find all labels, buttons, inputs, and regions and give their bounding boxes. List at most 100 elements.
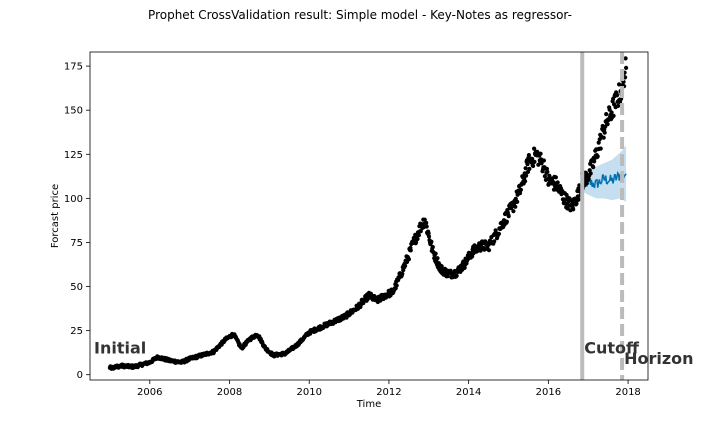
data-point xyxy=(541,158,547,163)
data-point xyxy=(439,264,444,269)
data-point xyxy=(433,251,438,256)
data-point xyxy=(509,206,514,211)
data-point xyxy=(532,159,537,164)
chart-title: Prophet CrossValidation result: Simple m… xyxy=(148,8,572,22)
y-tick-label: 175 xyxy=(64,62,83,73)
data-point xyxy=(538,151,543,156)
data-point xyxy=(595,154,600,159)
data-point xyxy=(555,180,560,185)
y-tick-label: 75 xyxy=(70,238,83,249)
data-point xyxy=(553,175,559,180)
data-point xyxy=(430,244,435,250)
data-point xyxy=(617,82,622,87)
data-point xyxy=(584,181,589,186)
data-point xyxy=(492,239,497,244)
data-point xyxy=(526,153,532,158)
data-point xyxy=(504,219,509,224)
actual-points xyxy=(107,56,629,371)
data-point xyxy=(415,236,420,242)
data-point xyxy=(542,174,548,179)
annotation-initial: Initial xyxy=(94,339,146,358)
data-point xyxy=(416,233,421,238)
data-point xyxy=(616,103,621,108)
plot-area xyxy=(107,52,629,380)
data-point xyxy=(486,248,492,253)
y-tick-label: 25 xyxy=(70,326,83,337)
data-point xyxy=(532,146,537,151)
y-axis-label: Forcast price xyxy=(50,184,61,248)
data-point xyxy=(408,248,413,253)
data-point xyxy=(424,220,429,225)
data-point xyxy=(511,209,516,214)
data-point xyxy=(598,146,603,151)
data-point xyxy=(576,197,581,202)
x-tick-label: 2018 xyxy=(615,387,640,398)
data-point xyxy=(426,231,431,236)
data-point xyxy=(394,283,399,288)
data-point xyxy=(525,162,530,167)
data-point xyxy=(422,217,427,222)
data-point xyxy=(601,135,606,140)
data-point xyxy=(530,156,535,161)
data-point xyxy=(429,239,434,244)
data-point xyxy=(587,168,592,173)
y-tick-label: 100 xyxy=(64,194,83,205)
data-point xyxy=(624,65,629,70)
x-tick-label: 2010 xyxy=(296,387,321,398)
data-point xyxy=(623,56,628,61)
x-tick-label: 2006 xyxy=(137,387,162,398)
data-point xyxy=(539,161,544,166)
forecast-interval xyxy=(582,145,627,202)
annotation-horizon: Horizon xyxy=(624,349,693,368)
x-tick-label: 2014 xyxy=(456,387,481,398)
data-point xyxy=(403,263,408,268)
data-point xyxy=(435,256,440,261)
data-point xyxy=(454,273,459,278)
x-tick-label: 2016 xyxy=(536,387,561,398)
data-point xyxy=(496,231,501,236)
plot-frame xyxy=(89,51,649,381)
data-point xyxy=(506,214,511,219)
data-point xyxy=(470,254,475,259)
x-tick-label: 2012 xyxy=(376,387,401,398)
data-point xyxy=(518,187,524,192)
y-tick-label: 0 xyxy=(77,370,83,381)
data-point xyxy=(414,240,419,245)
data-point xyxy=(588,171,593,176)
data-point xyxy=(611,113,616,118)
data-point xyxy=(545,169,550,174)
data-point xyxy=(592,159,597,164)
data-point xyxy=(400,271,405,276)
data-point xyxy=(586,176,591,181)
data-point xyxy=(609,110,614,115)
y-axis: 0 25 50 75 100 125 150 175 xyxy=(64,62,90,381)
data-point xyxy=(406,257,411,262)
x-axis-label: Time xyxy=(356,399,381,410)
data-point xyxy=(596,140,601,145)
annotation-cutoff: Cutoff xyxy=(584,339,640,358)
data-point xyxy=(515,199,520,204)
data-point xyxy=(523,179,528,184)
data-point xyxy=(426,234,432,239)
data-point xyxy=(615,93,620,98)
data-point xyxy=(424,224,429,229)
y-tick-label: 50 xyxy=(70,282,83,293)
data-point xyxy=(523,166,528,171)
data-point xyxy=(571,207,576,212)
data-point xyxy=(536,162,541,167)
data-point xyxy=(574,201,579,206)
data-point xyxy=(517,191,523,196)
data-point xyxy=(524,173,529,178)
y-tick-label: 125 xyxy=(64,150,83,161)
data-point xyxy=(513,204,518,209)
data-point xyxy=(531,163,536,169)
data-point xyxy=(604,112,609,117)
data-point xyxy=(462,265,467,270)
data-point xyxy=(602,130,607,135)
data-point xyxy=(605,122,610,127)
data-point xyxy=(527,166,532,171)
data-point xyxy=(418,229,423,234)
